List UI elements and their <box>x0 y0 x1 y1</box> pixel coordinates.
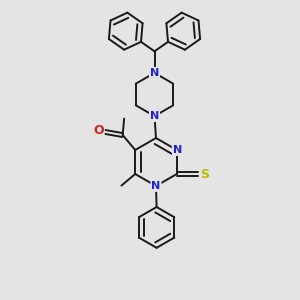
Text: O: O <box>93 124 104 137</box>
Text: S: S <box>200 167 209 181</box>
Text: N: N <box>150 68 159 78</box>
Text: N: N <box>152 181 160 191</box>
Text: N: N <box>150 111 159 121</box>
Text: N: N <box>173 145 182 155</box>
